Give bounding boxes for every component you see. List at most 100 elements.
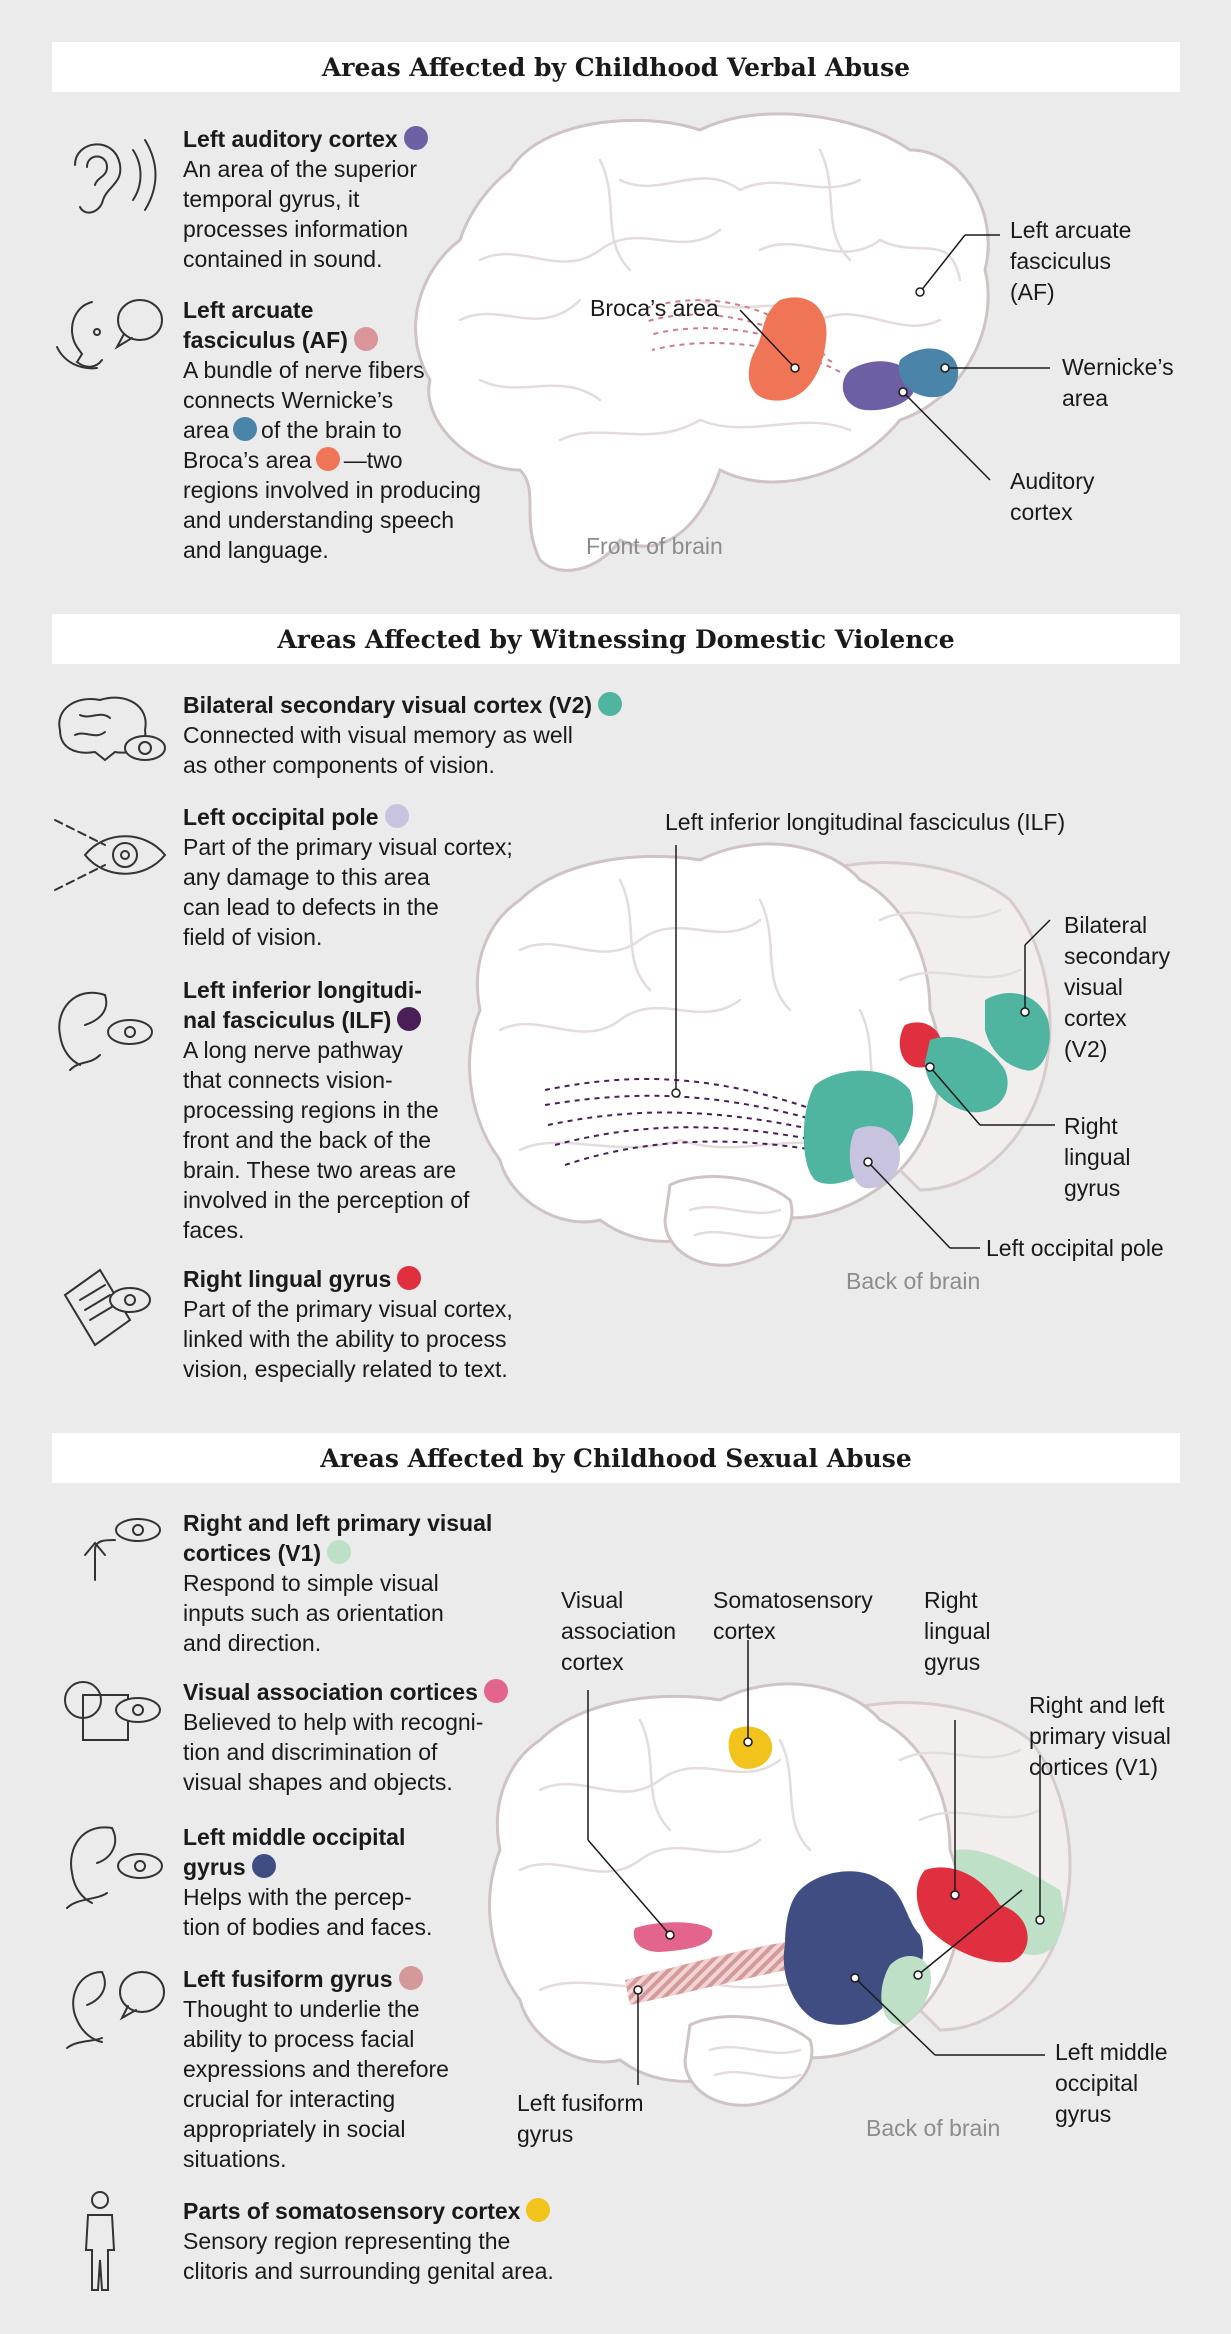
item-desc-line: linked with the ability to process [183,1326,507,1352]
item-title-line: Right and left primary visual [183,1510,493,1536]
item-desc-fragment: —two [343,447,403,473]
somatosensory-shape [728,1726,773,1769]
item-title-line: Left arcuate [183,297,314,323]
label-left-occipital-pole: Left occipital pole [986,1235,1164,1261]
lingual-gyrus-shape [916,1867,1028,1963]
lingual-gyrus-shape [899,1022,943,1068]
label-left-middle-occipital-gyrus: Left middle occipital gyrus [1055,2037,1168,2130]
person-eye-icon [66,1826,163,1909]
label-line: lingual [1064,1144,1131,1170]
label-right-lingual-gyrus: Right lingual gyrus [924,1585,991,1678]
label-line: (V2) [1064,1036,1108,1062]
faces-talk-icon [66,1971,165,2049]
label-line: Left arcuate [1010,217,1132,243]
fusiform-gyrus-shape [625,1940,810,2005]
label-line: Right [924,1587,978,1613]
item-desc-line: and direction. [183,1630,322,1656]
item-bilateral-secondary-visual-cortex: Bilateral secondary visual cortex (V2) C… [183,690,703,780]
item-desc-fragment: of the brain to [261,417,402,443]
item-desc-fragment: area [183,417,230,443]
item-desc-line: temporal gyrus, it [183,186,360,212]
item-title-line: Left inferior longitudi- [183,977,422,1003]
face-eye-icon [58,991,153,1071]
item-desc-line: Helps with the percep- [183,1884,412,1910]
item-desc-line: faces. [183,1217,245,1243]
color-dot [526,2198,551,2222]
item-desc-line: tion of bodies and faces. [183,1914,433,1940]
caption-front-of-brain: Front of brain [586,533,723,559]
item-primary-visual-cortices: Right and left primary visual cortices (… [183,1508,563,1658]
auditory-cortex-shape [842,361,916,411]
leader-lines-1 [739,234,1050,481]
item-desc-line: Respond to simple visual [183,1570,439,1596]
label-line: cortex [713,1618,776,1644]
color-dot [397,1266,422,1290]
label-line: Bilateral [1064,912,1148,938]
v1-shape [955,1849,1064,1955]
item-desc-line: vision, especially related to text. [183,1356,508,1382]
item-desc-line: Believed to help with recogni- [183,1709,484,1735]
ilf-path [544,1078,816,1166]
label-line: Somatosensory [713,1587,873,1613]
label-line: cortices (V1) [1029,1754,1159,1780]
item-somatosensory-cortex: Parts of somatosensory cortex Sensory re… [183,2196,643,2286]
item-left-middle-occipital-gyrus: Left middle occipital gyrus Helps with t… [183,1822,563,1942]
item-title-line: nal fasciculus (ILF) [183,1007,392,1033]
color-dot [353,327,378,351]
eye-field-icon [54,819,167,891]
item-desc-line: contained in sound. [183,246,383,272]
item-left-fusiform-gyrus: Left fusiform gyrus Thought to underlie … [183,1964,563,2174]
item-visual-association-cortices: Visual association cortices Believed to … [183,1677,583,1797]
label-line: Left fusiform [517,2090,644,2116]
body-icon [84,2191,116,2291]
item-title: Bilateral secondary visual cortex (V2) [183,692,593,718]
label-line: cortex [1064,1005,1127,1031]
item-desc-line: that connects vision- [183,1067,393,1093]
item-title-line: gyrus [183,1854,246,1880]
brain-gyri [518,1718,1042,2080]
label-right-lingual-gyrus: Right lingual gyrus [1064,1111,1131,1204]
color-dot [315,447,340,471]
item-desc-line: clitoris and surrounding genital area. [183,2258,554,2284]
label-line: Auditory [1010,468,1095,494]
color-dot [397,1007,422,1031]
label-line: gyrus [1055,2101,1112,2127]
item-title: Left fusiform gyrus [183,1966,393,1992]
item-desc-line: tion and discrimination of [183,1739,438,1765]
item-desc-line: Part of the primary visual cortex; [183,834,513,860]
item-title: Left auditory cortex [183,126,398,152]
item-desc-line: situations. [183,2146,287,2172]
label-v2: Bilateral secondary visual cortex (V2) [1064,910,1170,1065]
label-line: fasciculus [1010,248,1111,274]
item-title-line: fasciculus (AF) [183,327,348,353]
item-desc-line: A long nerve pathway [183,1037,403,1063]
cerebellum-shape [683,2015,814,2107]
item-left-auditory-cortex: Left auditory cortex An area of the supe… [183,124,503,274]
label-line: Wernicke’s [1062,354,1174,380]
caption-back-of-brain: Back of brain [866,2115,1001,2141]
wernickes-area-shape [898,348,959,398]
item-title: Parts of somatosensory cortex [183,2198,521,2224]
cerebellum-shape [663,1175,794,1267]
label-line: Right and left [1029,1692,1165,1718]
occipital-pole-shape [849,1126,900,1189]
item-title: Left occipital pole [183,804,379,830]
item-desc-line: Part of the primary visual cortex, [183,1296,513,1322]
v2-mid-shape [925,1036,1008,1113]
label-line: association [561,1618,677,1644]
color-dot [598,692,623,716]
brain-eye-icon [58,696,166,762]
label-line: primary visual [1029,1723,1171,1749]
item-desc-line: processes information [183,216,408,242]
label-line: gyrus [1064,1175,1121,1201]
label-wernickes-area: Wernicke’s area [1062,352,1174,414]
label-left-arcuate-fasciculus: Left arcuate fasciculus (AF) [1010,215,1131,308]
color-dot [403,126,428,150]
item-desc-line: expressions and therefore [183,2056,449,2082]
item-desc-line: as other components of vision. [183,752,495,778]
item-right-lingual-gyrus: Right lingual gyrus Part of the primary … [183,1264,583,1384]
item-desc-line: connects Wernicke’s [183,387,394,413]
label-auditory-cortex: Auditory cortex [1010,466,1094,528]
color-dot [384,804,409,828]
label-line: visual [1064,974,1123,1000]
